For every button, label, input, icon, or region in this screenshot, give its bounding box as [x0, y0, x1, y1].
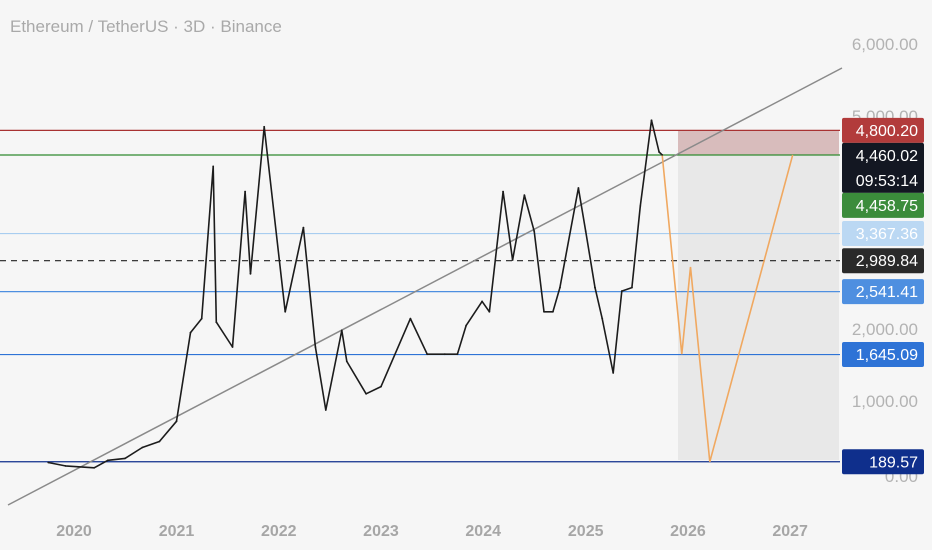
- data-point: [263, 125, 266, 128]
- data-point: [577, 187, 580, 189]
- price-label-text: 1,645.09: [856, 347, 918, 364]
- x-tick-label: 2025: [568, 523, 604, 540]
- data-point: [231, 346, 234, 348]
- y-tick-label: 1,000.00: [852, 392, 918, 411]
- data-point: [594, 286, 596, 289]
- data-point: [523, 194, 526, 197]
- data-point: [584, 230, 587, 233]
- data-point: [631, 286, 633, 289]
- data-point: [533, 230, 536, 233]
- data-point: [639, 205, 642, 207]
- data-point: [244, 190, 247, 193]
- data-point: [365, 392, 368, 395]
- price-label[interactable]: 4,800.20: [842, 117, 924, 143]
- data-point: [106, 459, 109, 462]
- data-point: [650, 119, 653, 122]
- data-point: [543, 310, 545, 313]
- data-point: [559, 286, 561, 289]
- target-zone: [678, 131, 839, 155]
- x-tick-label: 2020: [56, 523, 92, 540]
- projection-path[interactable]: [661, 154, 794, 463]
- x-tick-label: 2023: [363, 523, 399, 540]
- data-point: [426, 353, 429, 356]
- price-label[interactable]: 4,460.02 09:53:14: [842, 142, 924, 193]
- price-label-box: [842, 449, 924, 475]
- forecast-zone: [678, 155, 839, 460]
- price-label-text: 4,458.75: [856, 198, 918, 215]
- x-axis: 2020 2021 2022 2023 2024 2025 2026 2027: [56, 523, 808, 540]
- x-tick-label: 2024: [465, 523, 501, 540]
- price-label-text: 189.57: [869, 454, 918, 471]
- data-point: [511, 259, 514, 261]
- countdown-label: 09:53:14: [856, 173, 918, 190]
- data-point: [658, 151, 660, 153]
- data-point: [612, 372, 615, 374]
- y-axis: 6,000.005,000.002,000.001,000.000.00: [852, 35, 918, 486]
- price-label[interactable]: 3,367.36: [842, 221, 924, 247]
- data-point: [443, 353, 446, 356]
- price-label-text: 2,989.84: [856, 253, 918, 270]
- x-tick-label: 2022: [261, 523, 297, 540]
- chart-title: Ethereum / TetherUS · 3D · Binance: [10, 17, 282, 36]
- data-point: [380, 385, 382, 388]
- price-label-box: [842, 248, 924, 274]
- price-label-text: 4,800.20: [856, 123, 918, 140]
- y-tick-label: 6,000.00: [852, 35, 918, 54]
- data-point: [249, 272, 252, 275]
- data-point: [284, 310, 287, 313]
- price-label-text: 3,367.36: [856, 226, 918, 243]
- data-point: [200, 317, 203, 320]
- data-point: [661, 153, 664, 156]
- data-point: [212, 165, 215, 168]
- x-tick-label: 2026: [670, 523, 706, 540]
- price-label-text: 4,460.02: [856, 148, 918, 165]
- data-point: [340, 329, 343, 332]
- price-lines-layer: [0, 129, 840, 463]
- price-label-box: [842, 221, 924, 247]
- data-point: [314, 346, 317, 348]
- price-label[interactable]: 189.57: [842, 449, 924, 475]
- x-tick-label: 2021: [159, 523, 195, 540]
- data-point: [456, 353, 459, 356]
- data-point: [302, 226, 305, 229]
- data-point: [409, 317, 412, 320]
- data-point: [93, 466, 96, 469]
- data-point: [552, 310, 554, 313]
- price-label[interactable]: 2,541.41: [842, 279, 924, 305]
- price-labels: 4,800.20 4,460.02 09:53:14 4,458.75 3,367.36…: [842, 117, 924, 475]
- data-point: [141, 446, 144, 449]
- price-label-box: [842, 117, 924, 143]
- data-point: [488, 310, 491, 313]
- price-label[interactable]: 1,645.09: [842, 342, 924, 368]
- price-label-box: [842, 279, 924, 305]
- data-point: [345, 360, 348, 363]
- data-points: [47, 119, 664, 469]
- data-point: [502, 190, 504, 193]
- price-label[interactable]: 4,458.75: [842, 192, 924, 218]
- data-point: [175, 420, 178, 423]
- x-tick-label: 2027: [772, 523, 808, 540]
- data-point: [124, 457, 126, 460]
- price-label-box: [842, 192, 924, 218]
- data-point: [158, 440, 161, 443]
- data-point: [465, 324, 468, 327]
- data-point: [481, 300, 483, 303]
- data-point: [601, 317, 604, 320]
- y-tick-label: 2,000.00: [852, 320, 918, 339]
- price-label[interactable]: 2,989.84: [842, 248, 924, 274]
- price-label-text: 2,541.41: [856, 284, 918, 301]
- trend-line[interactable]: [7, 67, 843, 506]
- data-point: [47, 461, 50, 464]
- price-label-box: [842, 342, 924, 368]
- price-label-box: [842, 142, 924, 193]
- data-point: [324, 409, 327, 411]
- data-point: [189, 331, 192, 334]
- data-point: [620, 290, 623, 292]
- data-point: [64, 464, 67, 467]
- data-point: [215, 321, 218, 323]
